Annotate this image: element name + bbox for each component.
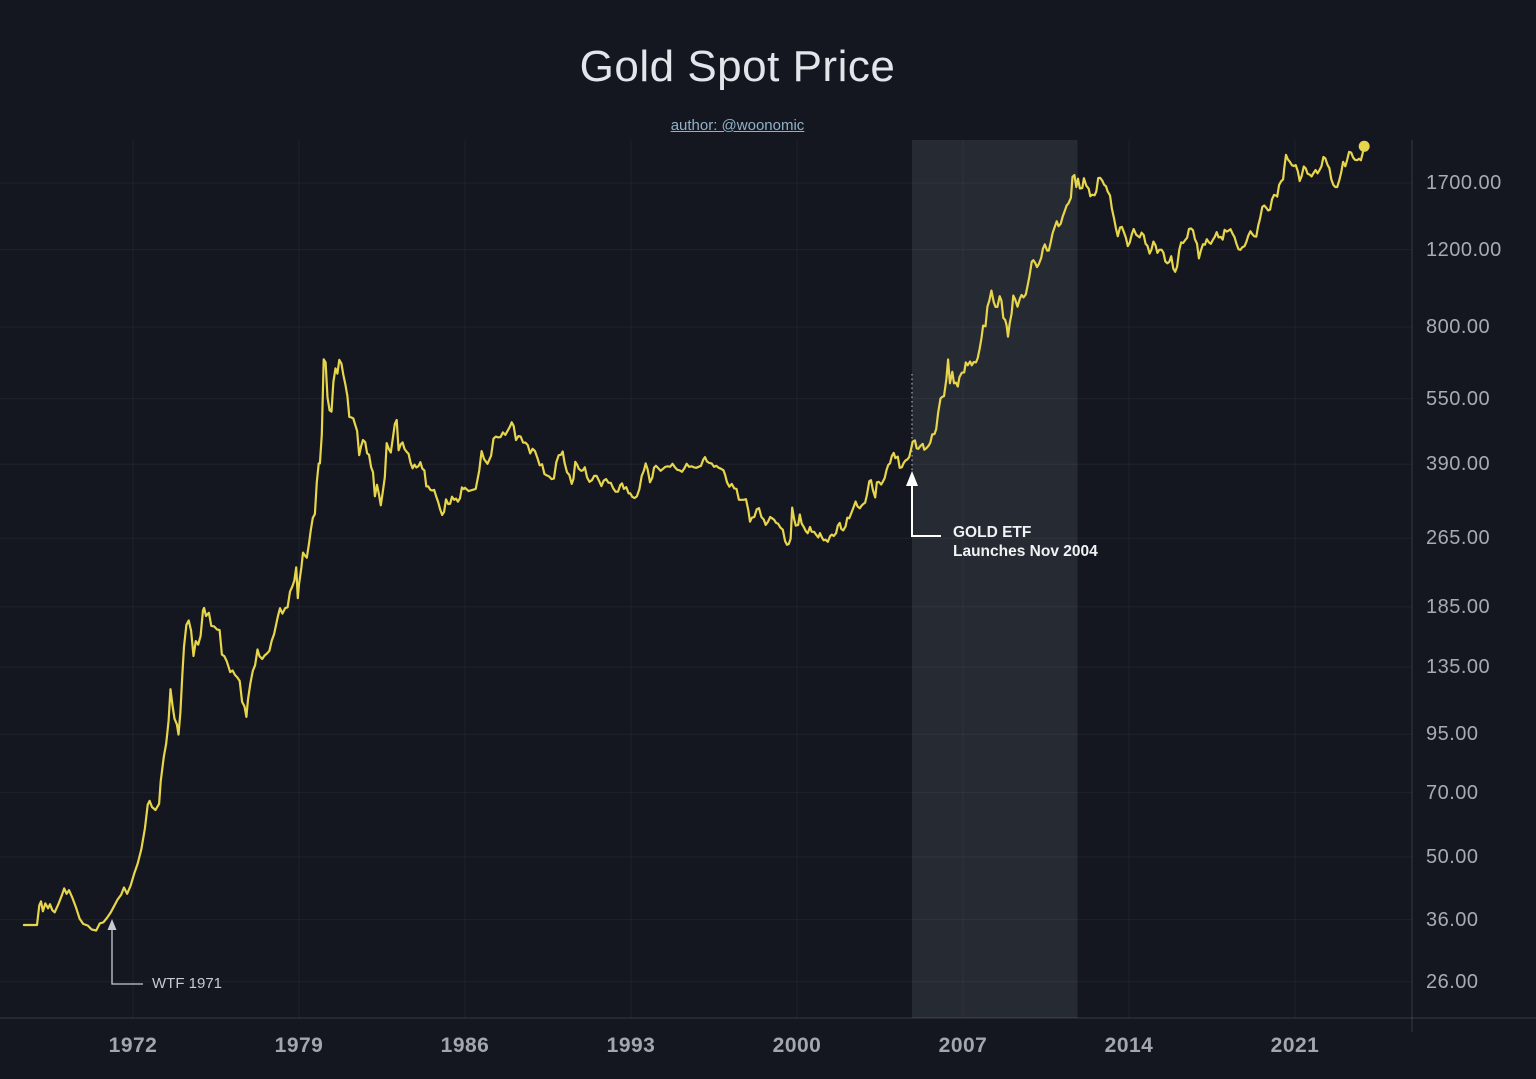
y-tick-label: 1700.00: [1426, 172, 1502, 194]
chart-title: Gold Spot Price: [579, 42, 896, 91]
x-tick-label: 1979: [274, 1034, 324, 1057]
annotation-wtf-1971-label: WTF 1971: [152, 975, 223, 992]
y-tick-label: 390.00: [1426, 453, 1491, 475]
page-header: Gold Spot Price author: @woonomic: [0, 0, 1475, 135]
x-tick-label: 2021: [1270, 1034, 1320, 1057]
x-tick-label: 2007: [938, 1034, 988, 1057]
y-tick-label: 265.00: [1426, 527, 1491, 549]
price-line-end-dot: [1358, 140, 1370, 152]
wtf-1971-arrow: [107, 919, 143, 985]
y-tick-label: 95.00: [1426, 723, 1479, 745]
gold-etf-arrow: [906, 471, 941, 537]
grid-lines: [0, 140, 1412, 1018]
price-line: [22, 145, 1366, 932]
y-tick-label: 26.00: [1426, 971, 1479, 993]
highlight-region: [912, 140, 1078, 1018]
author-link[interactable]: author: @woonomic: [670, 117, 805, 134]
y-tick-label: 36.00: [1426, 909, 1479, 931]
x-tick-label: 1972: [108, 1034, 158, 1057]
annotation-gold-etf-label: GOLD ETF Launches Nov 2004: [953, 523, 1098, 561]
x-tick-label: 1993: [606, 1034, 656, 1057]
y-tick-label: 185.00: [1426, 596, 1491, 618]
gold-etf-line1: GOLD ETF: [953, 524, 1032, 541]
gold-etf-line2: Launches Nov 2004: [953, 543, 1098, 560]
y-tick-label: 1200.00: [1426, 239, 1502, 261]
y-tick-label: 50.00: [1426, 846, 1479, 868]
y-tick-label: 800.00: [1426, 316, 1491, 338]
x-tick-label: 2000: [772, 1034, 822, 1057]
x-tick-label: 2014: [1104, 1034, 1154, 1057]
y-tick-label: 135.00: [1426, 656, 1491, 678]
y-tick-label: 550.00: [1426, 388, 1491, 410]
x-tick-label: 1986: [440, 1034, 490, 1057]
y-tick-label: 70.00: [1426, 782, 1479, 804]
